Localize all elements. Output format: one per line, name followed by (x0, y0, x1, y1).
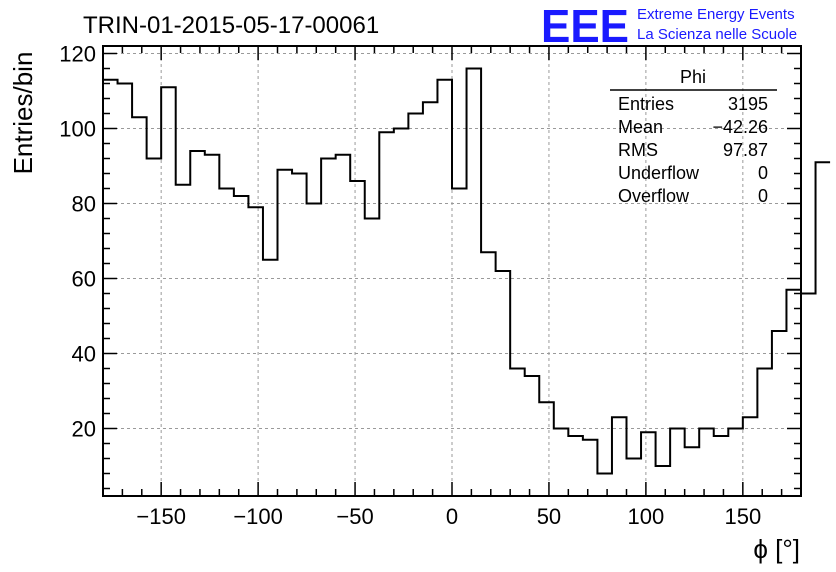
histogram-bin (190, 151, 205, 496)
x-tick-label: −150 (136, 504, 186, 529)
histogram-bin (757, 369, 772, 497)
x-tick-label: 100 (628, 504, 665, 529)
histogram-bin (670, 429, 685, 497)
histogram-bin (336, 155, 351, 496)
y-tick-label: 120 (59, 42, 96, 67)
stats-value-entries: 3195 (728, 94, 768, 114)
histogram-bin (423, 102, 438, 496)
histogram-bin (714, 436, 729, 496)
histogram-bin (176, 185, 191, 496)
histogram-bin (437, 80, 452, 496)
y-tick-label: 40 (72, 342, 96, 367)
histogram-bin (379, 132, 394, 496)
histogram-bin (743, 417, 758, 496)
histogram-bin (452, 189, 467, 497)
histogram-bin (685, 447, 700, 496)
histogram-bin (496, 271, 511, 496)
stats-value-mean: −42.26 (712, 117, 768, 137)
stats-value-overflow: 0 (758, 186, 768, 206)
histogram-bin (219, 189, 234, 497)
x-tick-labels: −150 −100 −50 0 50 100 150 (136, 504, 761, 529)
stats-value-rms: 97.87 (723, 140, 768, 160)
histogram-bin (147, 159, 162, 497)
histogram-bin (656, 466, 671, 496)
y-tick-label: 20 (72, 417, 96, 442)
histogram-bin (481, 252, 496, 496)
histogram-line (103, 67, 831, 475)
histogram-bin (699, 429, 714, 497)
histogram-bin (786, 290, 801, 496)
histogram-bin (772, 331, 787, 496)
y-tick-labels: 20 40 60 80 100 120 (59, 42, 96, 442)
x-tick-label: 50 (537, 504, 561, 529)
y-axis-label: Entries/bin (8, 52, 38, 175)
histogram-bin (350, 181, 365, 496)
histogram-bin (583, 440, 598, 496)
histogram-bin (627, 459, 642, 497)
stats-value-underflow: 0 (758, 163, 768, 183)
x-tick-label: −100 (233, 504, 283, 529)
x-tick-label: −50 (336, 504, 373, 529)
histogram-bin (118, 84, 133, 497)
histogram-bin (234, 196, 249, 496)
histogram-bin (103, 80, 118, 496)
histogram-bin (467, 69, 482, 497)
stats-label-entries: Entries (618, 94, 674, 114)
histogram-bin (278, 170, 293, 496)
stats-label-overflow: Overflow (618, 186, 690, 206)
plot-frame (102, 45, 802, 497)
histogram-bin (161, 87, 176, 496)
y-tick-label: 60 (72, 267, 96, 292)
histogram-bin (728, 429, 743, 497)
stats-label-mean: Mean (618, 117, 663, 137)
histogram-bin (510, 369, 525, 497)
stats-label-rms: RMS (618, 140, 658, 160)
histogram-bin (408, 114, 423, 497)
stats-name: Phi (680, 67, 706, 87)
histogram-bin (612, 417, 627, 496)
x-tick-label: 150 (724, 504, 761, 529)
histogram-bin (539, 402, 554, 496)
histogram-bin (816, 162, 831, 496)
histogram-bin (307, 204, 322, 497)
histogram-bin (365, 219, 380, 497)
histogram-bin (568, 436, 583, 496)
histogram-bin (525, 376, 540, 496)
stats-label-underflow: Underflow (618, 163, 700, 183)
logo-line-2: La Scienza nelle Scuole (637, 26, 797, 43)
y-tick-label: 100 (59, 117, 96, 142)
x-tick-label: 0 (446, 504, 458, 529)
chart-title: TRIN-01-2015-05-17-00061 (83, 12, 379, 39)
x-axis-label: ϕ [°] (753, 534, 800, 564)
eee-logo: EEE (541, 0, 629, 52)
histogram-bin (292, 174, 307, 497)
histogram-bin (132, 117, 147, 496)
histogram-bin (321, 159, 336, 497)
histogram-bin (641, 432, 656, 496)
histogram-bin (801, 294, 816, 497)
histogram-bin (248, 207, 263, 496)
logo-line-1: Extreme Energy Events (637, 6, 795, 23)
histogram-bin (597, 474, 612, 497)
y-tick-label: 80 (72, 192, 96, 217)
histogram-bin (554, 429, 569, 497)
histogram-bin (263, 260, 278, 496)
histogram-bin (205, 155, 220, 496)
histogram-bin (394, 129, 409, 497)
stats-box: Phi Entries 3195 Mean −42.26 RMS 97.87 U… (610, 67, 777, 206)
